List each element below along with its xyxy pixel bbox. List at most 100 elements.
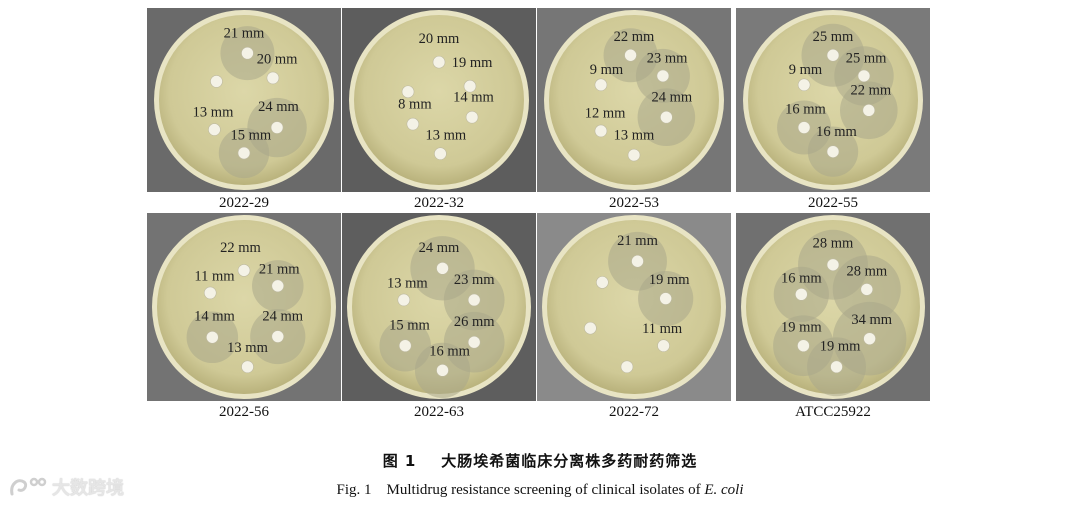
antibiotic-disk [237,264,251,277]
antibiotic-disk [271,330,285,343]
zone-diameter-label: 23 mm [647,50,688,66]
antibiotic-disk [241,360,254,374]
antibiotic-disk [203,286,217,300]
antibiotic-disk [594,78,608,92]
antibiotic-disk [863,332,876,345]
plate-label: 2022-55 [808,195,858,211]
zone-diameter-label: 25 mm [846,50,887,66]
antibiotic-disk [271,279,285,293]
agar-surface [354,15,524,185]
antibiotic-disk [826,145,840,158]
zone-diameter-label: 19 mm [781,320,822,336]
antibiotic-disk [627,148,641,162]
antibiotic-disk [270,121,284,134]
zone-diameter-label: 13 mm [227,340,268,356]
antibiotic-disk [797,78,811,92]
antibiotic-disk [857,69,871,83]
zone-diameter-label: 13 mm [193,105,234,121]
petri-dish-image: 22 mm 23 mm 9 mm 12 mm 24 mm 13 mm [537,8,731,192]
zone-diameter-label: 9 mm [789,62,823,78]
plate-photo: 28 mm 28 mm 16 mm 19 mm 34 mm 19 mm [736,213,930,401]
zone-diameter-label: 13 mm [614,127,655,143]
zone-diameter-label: 20 mm [419,31,460,47]
zone-diameter-label: 24 mm [258,99,299,115]
zone-diameter-label: 28 mm [846,263,887,279]
plate-photo: 21 mm 19 mm 11 mm [537,213,731,401]
zone-diameter-label: 14 mm [194,308,235,324]
zone-diameter-label: 22 mm [614,29,655,45]
antibiotic-disk [797,339,810,353]
antibiotic-disk [584,321,597,335]
plate-photo: 22 mm 21 mm 11 mm 14 mm 24 mm 13 mm [147,213,341,401]
zone-diameter-label: 24 mm [262,308,303,324]
zone-diameter-label: 13 mm [387,275,428,291]
antibiotic-disk [467,335,481,349]
zone-diameter-label: 11 mm [194,268,235,284]
petri-dish-image: 21 mm 20 mm 13 mm 24 mm 15 mm [147,8,341,192]
plate-label: 2022-72 [609,404,659,420]
antibiotic-disk [594,124,608,138]
zone-diameter-label: 21 mm [617,233,658,249]
zone-diameter-label: 16 mm [781,270,822,286]
antibiotic-disk [210,75,223,88]
zone-diameter-label: 28 mm [813,235,854,251]
antibiotic-disk [206,330,219,344]
zone-diameter-label: 19 mm [649,272,690,288]
petri-dish-image: 21 mm 19 mm 11 mm [537,213,731,401]
antibiotic-disk [397,293,411,307]
zone-diameter-label: 34 mm [851,312,892,328]
zone-diameter-label: 16 mm [429,344,470,360]
plate-label: 2022-32 [414,195,464,211]
plate-label: 2022-53 [609,195,659,211]
antibiotic-disk [241,46,254,60]
antibiotic-disk [434,147,447,161]
plate-label: ATCC25922 [795,404,871,420]
agar-surface [547,220,721,394]
antibiotic-disk [432,55,446,69]
figure-title-cn: 大肠埃希菌临床分离株多药耐药筛选 [441,452,698,470]
plate-label: 2022-63 [414,404,464,420]
antibiotic-disk [266,71,280,85]
antibiotic-disk [860,283,874,296]
antibiotic-disk [826,258,840,272]
petri-dish-image: 24 mm 23 mm 13 mm 15 mm 26 mm 16 mm [342,213,536,401]
zone-diameter-label: 16 mm [816,124,857,140]
zone-diameter-label: 22 mm [220,240,261,256]
plate-photo: 25 mm 25 mm 9 mm 16 mm 22 mm 16 mm [736,8,930,192]
antibiotic-disk [398,339,412,353]
plate-photo: 22 mm 23 mm 9 mm 12 mm 24 mm 13 mm [537,8,731,192]
antibiotic-disk [208,123,221,136]
plate-photo: 24 mm 23 mm 13 mm 15 mm 26 mm 16 mm [342,213,536,401]
zone-diameter-label: 19 mm [452,55,493,71]
zone-diameter-label: 22 mm [851,83,892,99]
antibiotic-disk [465,110,479,124]
petri-dish-image: 22 mm 21 mm 11 mm 14 mm 24 mm 13 mm [147,213,341,401]
zone-diameter-label: 24 mm [419,240,460,256]
zone-diameter-label: 12 mm [585,105,626,121]
petri-dish-image: 25 mm 25 mm 9 mm 16 mm 22 mm 16 mm [736,8,930,192]
antibiotic-disk [660,110,673,124]
figure-label-en: Fig. 1 [336,482,372,498]
figure-label-cn: 图 1 [382,452,417,470]
plate-grid: 21 mm 20 mm 13 mm 24 mm 15 mm 2022-29 20 mm 19 … [147,8,930,420]
zone-diameter-label: 26 mm [454,314,495,330]
zone-diameter-label: 14 mm [453,90,494,106]
plate-label: 2022-56 [219,404,269,420]
petri-dish-image: 20 mm 19 mm 8 mm 14 mm 13 mm [342,8,536,192]
plate-photo: 20 mm 19 mm 8 mm 14 mm 13 mm [342,8,536,192]
zone-diameter-label: 15 mm [389,318,430,334]
figure-title-en: Multidrug resistance screening of clinic… [386,482,705,498]
antibiotic-disk [830,360,843,374]
antibiotic-disk [656,69,670,83]
antibiotic-disk [620,360,634,374]
antibiotic-disk [657,339,670,353]
plate-label: 2022-29 [219,195,269,211]
zone-diameter-label: 8 mm [398,96,432,112]
zone-diameter-label: 25 mm [813,29,854,45]
antibiotic-disk [826,48,840,62]
plate-photo: 21 mm 20 mm 13 mm 24 mm 15 mm [147,8,341,192]
zone-diameter-label: 15 mm [231,127,272,143]
zone-diameter-label: 11 mm [642,321,683,337]
figure-title-en-italic: E. coli [704,482,744,498]
zone-diameter-label: 19 mm [820,339,861,355]
